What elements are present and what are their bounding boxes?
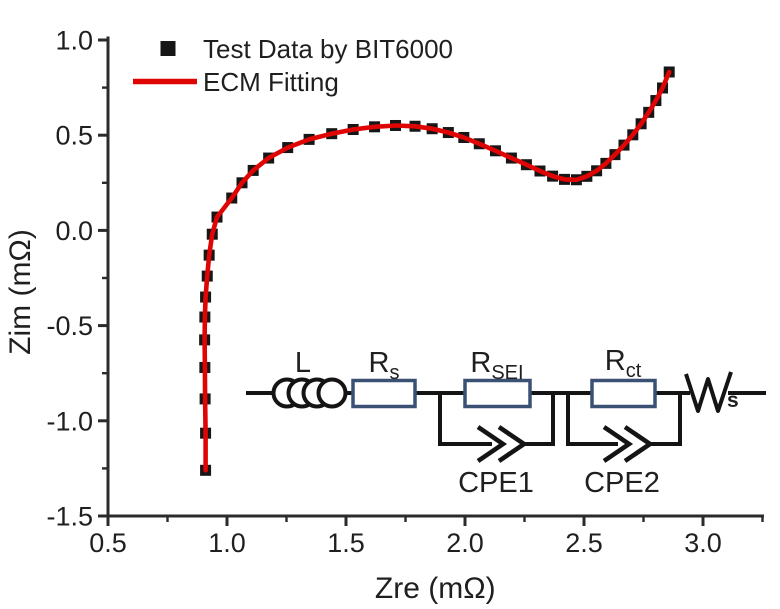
- y-tick-label: -0.5: [46, 311, 93, 341]
- axis-ticks: [98, 38, 764, 526]
- x-tick-label: 3.0: [684, 528, 722, 558]
- x-axis-title: Zre (mΩ): [375, 572, 496, 605]
- x-tick-label: 1.0: [208, 528, 246, 558]
- cpe1-chevron: [497, 425, 529, 463]
- resistor-rs-label: Rs: [369, 347, 400, 384]
- resistor-rct-box: [590, 378, 657, 409]
- cpe1-label: CPE1: [458, 467, 534, 499]
- y-tick-label: -1.0: [46, 406, 93, 436]
- legend-marker-square: [160, 41, 176, 56]
- resistor-rct-label: Rct: [605, 345, 642, 382]
- warburg-subscript-label: s: [727, 389, 739, 412]
- x-tick-label: 2.5: [565, 528, 603, 558]
- cpe1-chevron: [476, 425, 508, 463]
- resistor-rsei-box: [463, 378, 532, 409]
- warburg-element-symbol: [684, 371, 733, 413]
- circuit-inset: L Rs RSEI Rct CPE1 CPE2 s: [246, 345, 766, 499]
- fit-line-ecm: [202, 69, 672, 473]
- legend-label-test-data: Test Data by BIT6000: [203, 34, 453, 64]
- y-axis-title: Zim (mΩ): [4, 229, 37, 355]
- y-tick-label: 0.5: [55, 121, 93, 151]
- resistor-rs-box: [351, 378, 417, 409]
- y-tick-label: 0.0: [55, 216, 93, 246]
- y-tick-label: -1.5: [46, 502, 93, 532]
- cpe2-chevron: [623, 425, 655, 463]
- cpe2-chevron: [602, 425, 634, 463]
- y-tick-label: 1.0: [55, 26, 93, 56]
- legend-label-ecm-fitting: ECM Fitting: [203, 67, 339, 97]
- inductor-coil-loop: [316, 377, 348, 409]
- x-tick-label: 0.5: [89, 528, 127, 558]
- x-tick-label: 1.5: [327, 528, 365, 558]
- x-tick-label: 2.0: [446, 528, 484, 558]
- resistor-rsei-label: RSEI: [470, 347, 523, 384]
- tick-labels: 0.5 1.0 1.5 2.0 2.5 3.0 1.0 0.5 0.0 -0.5 -1.0 -1.5: [46, 26, 721, 559]
- cpe2-label: CPE2: [584, 467, 660, 499]
- inductor-label: L: [295, 347, 311, 379]
